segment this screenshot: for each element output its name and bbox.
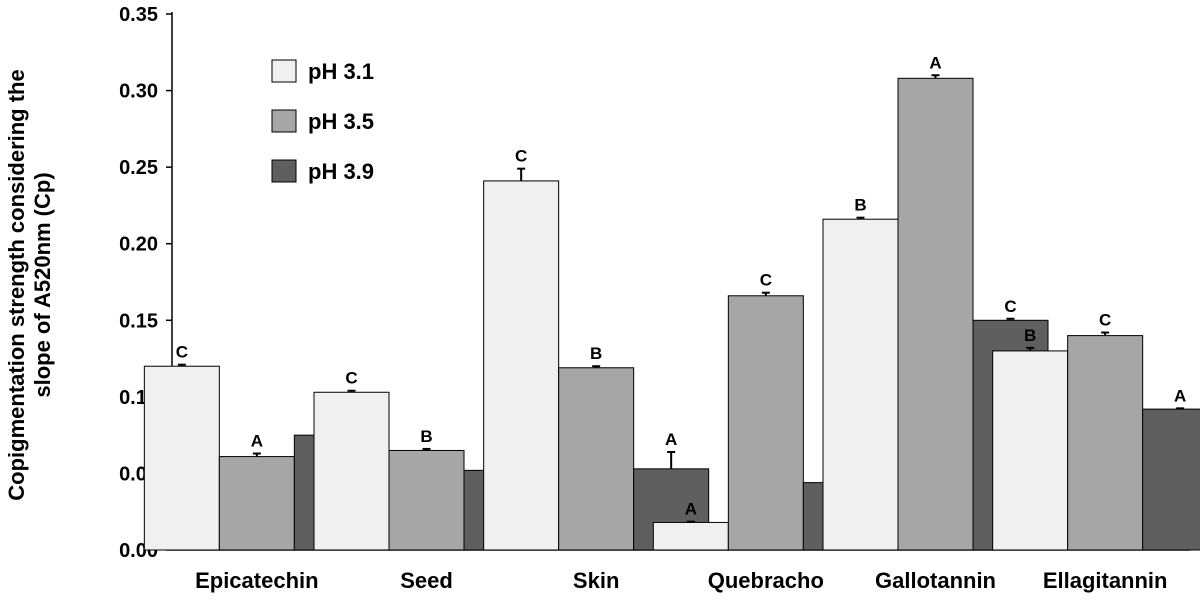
axes: 0.000.050.100.150.200.250.300.35Epicatec… xyxy=(119,4,1190,593)
legend-swatch xyxy=(271,159,297,183)
legend-label: pH 3.5 xyxy=(308,109,374,134)
y-tick-label: 0.25 xyxy=(119,157,158,179)
bar xyxy=(1142,408,1200,551)
significance-letter: C xyxy=(760,271,772,290)
bar xyxy=(992,350,1069,551)
significance-letter: A xyxy=(665,430,677,449)
x-category-label: Gallotannin xyxy=(875,568,996,593)
significance-letter: C xyxy=(1099,311,1111,330)
significance-letter: A xyxy=(929,53,941,72)
legend-label: pH 3.1 xyxy=(308,59,374,84)
bar xyxy=(388,449,465,551)
bar xyxy=(897,77,974,551)
significance-letter: C xyxy=(515,147,527,166)
significance-letter: B xyxy=(420,427,432,446)
legend-swatch xyxy=(271,59,297,83)
legend-swatch xyxy=(271,109,297,133)
bar xyxy=(822,218,899,551)
bar xyxy=(313,391,390,551)
x-category-label: Ellagitannin xyxy=(1043,568,1168,593)
y-axis-title-line-1: Copigmentation strength considering the xyxy=(4,69,29,500)
y-tick-label: 0.15 xyxy=(119,310,158,332)
bar xyxy=(483,180,560,551)
bars: CABCBACBAACBBACBCA xyxy=(143,53,1200,551)
x-category-label: Skin xyxy=(573,568,619,593)
significance-letter: C xyxy=(1004,297,1016,316)
bar xyxy=(143,365,220,551)
y-tick-label: 0.35 xyxy=(119,4,158,26)
x-category-label: Seed xyxy=(400,568,453,593)
bar xyxy=(727,295,804,551)
significance-letter: C xyxy=(176,343,188,362)
significance-letter: A xyxy=(685,500,697,519)
significance-letter: A xyxy=(1174,386,1186,405)
bar xyxy=(218,456,295,551)
y-tick-label: 0.20 xyxy=(119,234,158,256)
bar xyxy=(652,521,729,551)
significance-letter: B xyxy=(1024,326,1036,345)
legend-label: pH 3.9 xyxy=(308,159,374,184)
significance-letter: B xyxy=(590,344,602,363)
significance-letter: A xyxy=(251,432,263,451)
legend: pH 3.1 pH 3.5 pH 3.9 xyxy=(271,59,374,184)
y-axis-title-line-2: slope of A520nm (Cp) xyxy=(30,172,55,397)
significance-letter: C xyxy=(345,369,357,388)
significance-letter: B xyxy=(854,196,866,215)
x-category-label: Epicatechin xyxy=(195,568,318,593)
y-axis-title: Copigmentation strength considering the … xyxy=(4,69,55,500)
x-category-label: Quebracho xyxy=(708,568,824,593)
bar xyxy=(1067,335,1144,551)
bar xyxy=(558,367,635,551)
y-tick-label: 0.30 xyxy=(119,81,158,103)
